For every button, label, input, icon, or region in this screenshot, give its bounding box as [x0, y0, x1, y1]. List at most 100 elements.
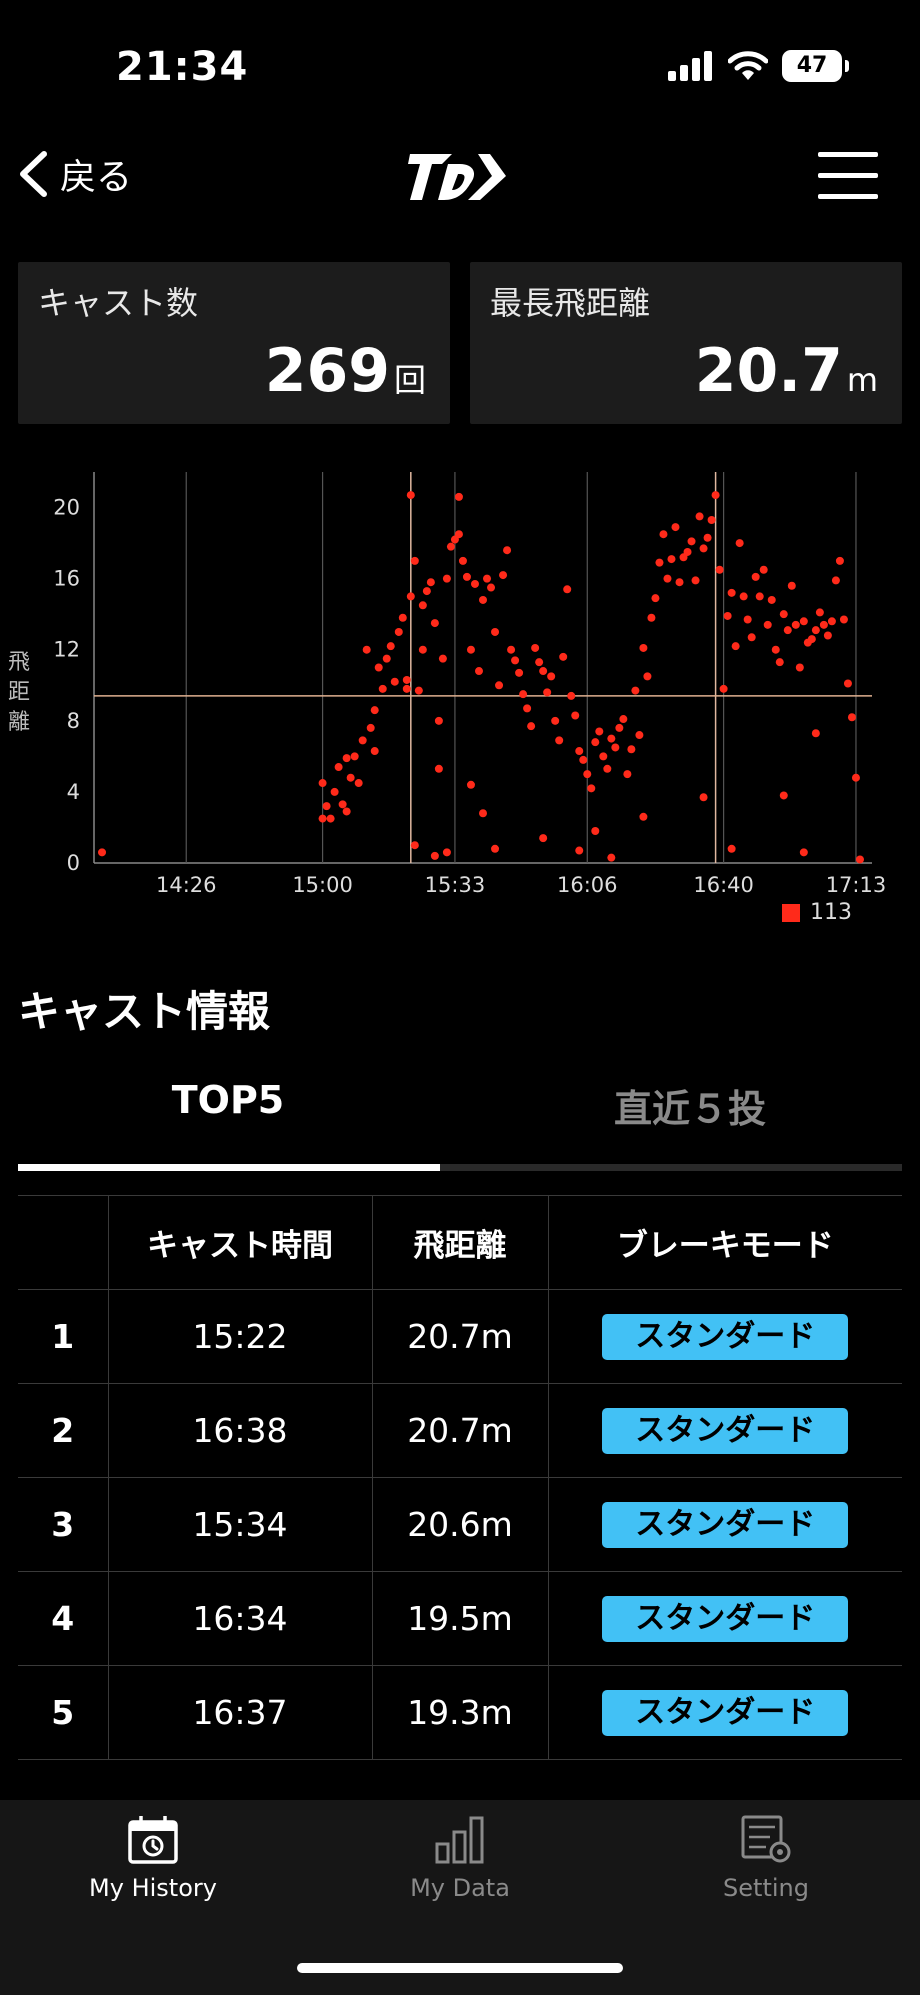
rank-cell: 3 — [18, 1477, 108, 1572]
table-row[interactable]: 4 16:34 19.5m スタンダード — [18, 1571, 902, 1666]
legend-label: 113 — [810, 900, 852, 925]
distance-cell: 20.6m — [371, 1477, 548, 1572]
rank-cell: 1 — [18, 1289, 108, 1384]
cast-count-value-group: 269 回 — [265, 336, 426, 406]
table-row[interactable]: 2 16:38 20.7m スタンダード — [18, 1383, 902, 1478]
data-point — [655, 558, 664, 567]
data-point — [619, 715, 628, 724]
brake-mode-badge: スタンダード — [602, 1501, 849, 1548]
data-point — [515, 668, 524, 677]
tabbar-label: My History — [89, 1874, 217, 1902]
data-point — [651, 594, 660, 603]
max-distance-unit: m — [846, 361, 878, 399]
data-point — [567, 691, 576, 700]
data-point — [523, 704, 532, 713]
menu-line-icon — [818, 173, 878, 178]
brake-mode-cell: スタンダード — [547, 1477, 902, 1572]
hamburger-menu-button[interactable] — [818, 148, 880, 204]
data-point — [847, 713, 856, 722]
data-point — [98, 848, 107, 857]
tabbar-item-my-data[interactable]: My Data — [345, 1814, 575, 1902]
data-point — [527, 722, 536, 731]
home-indicator — [297, 1963, 623, 1973]
data-point — [695, 512, 704, 521]
data-point — [787, 581, 796, 590]
tabbar-item-setting[interactable]: Setting — [651, 1814, 881, 1902]
data-point — [378, 684, 387, 693]
data-point — [607, 734, 616, 743]
x-tick-label: 15:33 — [425, 873, 486, 897]
table-row[interactable]: 5 16:37 19.3m スタンダード — [18, 1665, 902, 1760]
tabbar-item-my-history[interactable]: My History — [38, 1814, 268, 1902]
tabbar-label: Setting — [723, 1874, 809, 1902]
data-point — [559, 652, 568, 661]
distance-scatter-chart: 飛距離 14:26 15:00 15:33 16:06 16:40 17:13 0 4 8 12 1… — [0, 460, 920, 930]
data-point — [479, 595, 487, 604]
chevron-left-icon — [20, 151, 47, 197]
cast-count-title: キャスト数 — [38, 284, 199, 322]
data-point — [591, 827, 600, 836]
data-point — [483, 574, 492, 583]
cast-count-card: キャスト数 269 回 — [18, 262, 450, 424]
data-point — [775, 658, 784, 667]
data-point — [591, 738, 600, 747]
data-point — [579, 755, 588, 764]
tab-recent-5[interactable]: 直近５投 — [613, 1087, 766, 1131]
tab-active-indicator — [18, 1164, 440, 1171]
data-point — [611, 743, 620, 752]
time-cell: 16:34 — [107, 1571, 372, 1666]
data-point — [354, 779, 363, 788]
data-point — [543, 688, 552, 697]
data-point — [418, 601, 427, 610]
data-point — [839, 615, 848, 624]
data-point — [346, 773, 355, 782]
data-point — [479, 809, 487, 818]
data-point — [835, 556, 844, 565]
data-point — [667, 555, 676, 564]
rank-cell: 4 — [18, 1571, 108, 1666]
data-point — [627, 745, 636, 754]
data-point — [402, 684, 411, 693]
settings-sliders-icon — [741, 1815, 791, 1863]
data-point — [851, 773, 860, 782]
cast-count-value: 269 — [264, 336, 390, 406]
data-point — [442, 848, 451, 857]
data-point — [442, 574, 451, 583]
data-point — [434, 716, 443, 725]
data-point — [643, 672, 652, 681]
data-point — [334, 763, 343, 772]
data-point — [491, 627, 500, 636]
data-point — [386, 642, 395, 651]
table-row[interactable]: 3 15:34 20.6m スタンダード — [18, 1477, 902, 1572]
data-point — [410, 556, 419, 565]
table-header-row: キャスト時間 飛距離 ブレーキモード — [18, 1195, 902, 1290]
data-point — [687, 537, 696, 546]
data-point — [763, 620, 772, 629]
data-point — [535, 658, 544, 667]
data-point — [414, 686, 423, 695]
data-point — [438, 654, 447, 663]
max-distance-value: 20.7 — [694, 336, 843, 406]
tab-track — [18, 1164, 902, 1171]
daiwa-logo — [408, 154, 506, 200]
data-point — [743, 615, 752, 624]
data-point — [547, 672, 556, 681]
tab-top5[interactable]: TOP5 — [171, 1078, 285, 1122]
data-point — [727, 844, 736, 853]
brake-mode-cell: スタンダード — [547, 1383, 902, 1478]
y-tick-label: 12 — [53, 638, 80, 662]
bar-chart-icon — [435, 1816, 484, 1864]
x-tick-label: 16:06 — [557, 873, 618, 897]
data-point — [659, 530, 668, 539]
table-row[interactable]: 1 15:22 20.7m スタンダード — [18, 1289, 902, 1384]
brake-mode-cell: スタンダード — [547, 1289, 902, 1384]
data-point — [418, 645, 427, 654]
back-button[interactable]: 戻る — [18, 148, 132, 200]
data-point — [703, 533, 712, 542]
chart-legend: 113 — [782, 900, 852, 925]
data-point — [571, 711, 580, 720]
data-point — [635, 731, 644, 740]
data-point — [410, 841, 419, 850]
data-point — [807, 635, 816, 644]
data-point — [747, 633, 756, 642]
